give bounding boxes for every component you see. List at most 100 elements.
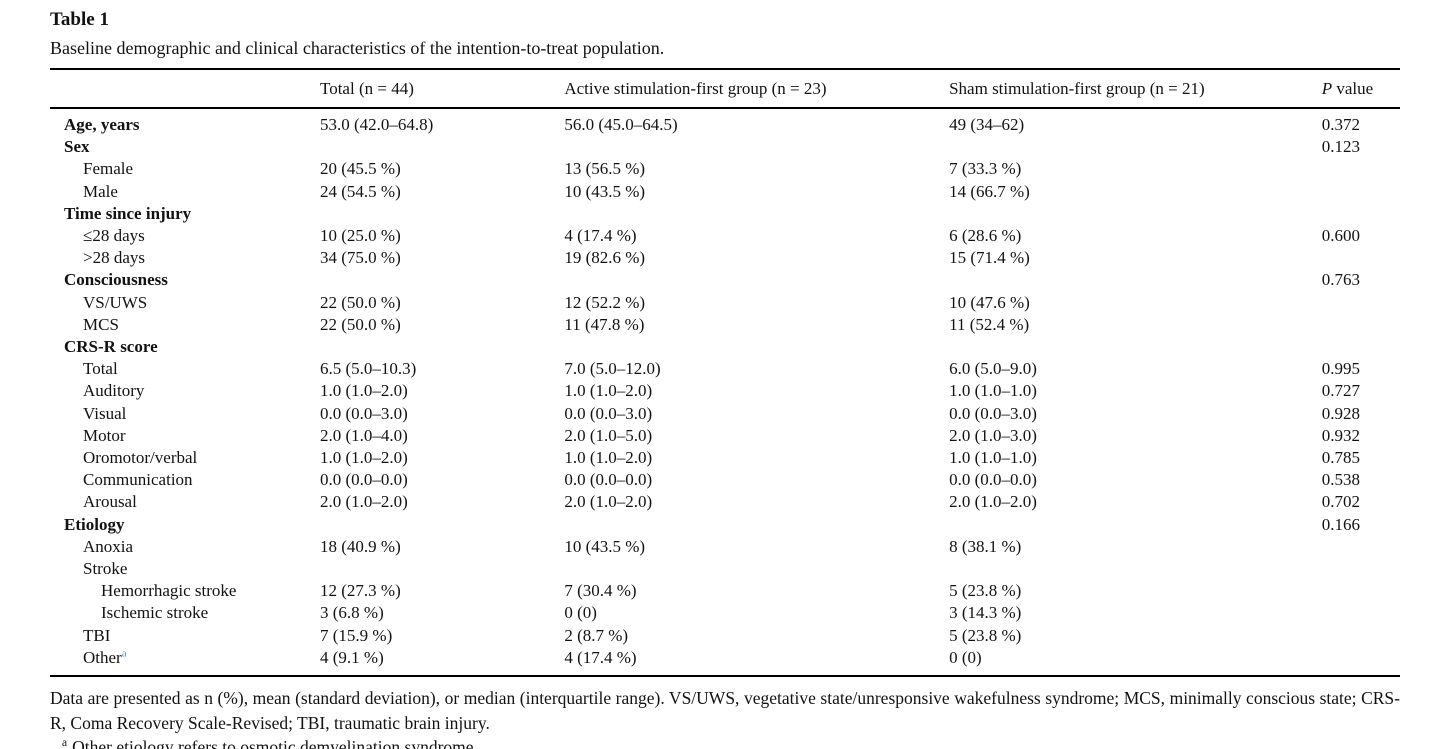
row-label-text: Motor (83, 425, 126, 445)
cell-total: 22 (50.0 %) (320, 292, 401, 312)
row-label: Visual (50, 403, 320, 425)
table-row: Communication 0.0 (0.0–0.0) 0.0 (0.0–0.0) 0… (50, 469, 1400, 491)
table-row: Ischemic stroke 3 (6.8 %) 0 (0) 3 (14.3 %) (50, 602, 1400, 624)
cell-sham: 49 (34–62) (949, 115, 1025, 134)
cell-p (1322, 602, 1400, 624)
cell-sham: 1.0 (1.0–1.0) (949, 381, 1037, 401)
table-row: Oromotor/verbal 1.0 (1.0–2.0) 1.0 (1.0–2.0… (50, 447, 1400, 469)
cell-p: 0.763 (1321, 270, 1360, 290)
cell-sham: 7 (33.3 %) (949, 159, 1022, 179)
cell-total: 0.0 (0.0–0.0) (320, 470, 408, 490)
row-label-text: Arousal (83, 492, 137, 512)
cell-p (1322, 536, 1400, 558)
cell-total: 1.0 (1.0–2.0) (320, 381, 408, 401)
row-label-text: Female (83, 159, 134, 179)
cell-p: 0.166 (1321, 514, 1360, 534)
cell-p (1322, 558, 1400, 580)
cell-sham: 2.0 (1.0–3.0) (949, 425, 1037, 445)
table-row: >28 days 34 (75.0 %) 19 (82.6 %) 15 (71.4 %… (50, 247, 1400, 269)
cell-sham: 3 (14.3 %) (949, 603, 1022, 623)
cell-total: 18 (40.9 %) (320, 536, 401, 556)
row-label: Othera (50, 647, 320, 676)
row-label: Male (50, 181, 320, 203)
cell-active: 10 (43.5 %) (564, 181, 646, 201)
header-pvalue-column: P value (1321, 69, 1400, 109)
cell-sham (949, 514, 1322, 536)
row-label: Arousal (50, 491, 320, 513)
footnote-marker-link[interactable]: a (121, 647, 127, 660)
cell-active (564, 203, 949, 225)
table-title: Table 1 (50, 9, 109, 30)
table-row: Stroke (50, 558, 1400, 580)
cell-total: 34 (75.0 %) (320, 248, 401, 268)
cell-total: 12 (27.3 %) (320, 581, 401, 601)
cell-active (564, 336, 949, 358)
row-label-text: Hemorrhagic stroke (101, 581, 237, 601)
footnote-text: Data are presented as n (%), mean (stand… (50, 688, 1400, 733)
row-label-text: Oromotor/verbal (83, 448, 198, 468)
cell-active: 7.0 (5.0–12.0) (564, 359, 661, 379)
table-row: Othera 4 (9.1 %) 4 (17.4 %) 0 (0) (50, 647, 1400, 676)
footnote-a: a Other etiology refers to osmotic demyel… (50, 735, 1400, 749)
row-label: Consciousness (50, 269, 320, 291)
row-label-text: Total (83, 359, 118, 379)
cell-active: 0.0 (0.0–0.0) (564, 470, 653, 490)
cell-active: 1.0 (1.0–2.0) (564, 381, 653, 401)
table-row: CRS-R score (50, 336, 1400, 358)
cell-total: 22 (50.0 %) (320, 314, 401, 334)
cell-p: 0.538 (1321, 470, 1360, 490)
table-row: Time since injury (50, 203, 1400, 225)
table-row: ≤28 days 10 (25.0 %) 4 (17.4 %) 6 (28.6 %) 0… (50, 225, 1400, 247)
cell-p (1322, 625, 1400, 647)
cell-total: 3 (6.8 %) (320, 603, 384, 623)
cell-active: 0 (0) (564, 603, 597, 623)
row-label: >28 days (50, 247, 320, 269)
table-row: Auditory 1.0 (1.0–2.0) 1.0 (1.0–2.0) 1.0 (1… (50, 380, 1400, 402)
cell-sham: 10 (47.6 %) (949, 292, 1030, 312)
cell-p: 0.702 (1321, 492, 1360, 512)
row-label: MCS (50, 314, 320, 336)
cell-total: 24 (54.5 %) (320, 181, 401, 201)
cell-active: 11 (47.8 %) (564, 314, 645, 334)
cell-total: 2.0 (1.0–2.0) (320, 492, 408, 512)
cell-sham: 14 (66.7 %) (949, 181, 1030, 201)
cell-p: 0.995 (1321, 359, 1360, 379)
row-label-text: Visual (83, 403, 127, 423)
cell-sham: 0.0 (0.0–0.0) (949, 470, 1037, 490)
row-label-text: Communication (83, 470, 193, 490)
table-row: TBI 7 (15.9 %) 2 (8.7 %) 5 (23.8 %) (50, 625, 1400, 647)
header-empty-cell (50, 69, 320, 109)
row-label-text: Male (83, 181, 118, 201)
row-label: Time since injury (50, 203, 320, 225)
cell-active: 56.0 (45.0–64.5) (564, 115, 678, 134)
cell-total: 20 (45.5 %) (320, 159, 401, 179)
cell-active: 13 (56.5 %) (564, 159, 646, 179)
cell-total (320, 203, 564, 225)
cell-active (564, 514, 949, 536)
cell-sham: 8 (38.1 %) (949, 536, 1022, 556)
cell-total: 0.0 (0.0–3.0) (320, 403, 408, 423)
cell-sham: 5 (23.8 %) (949, 625, 1022, 645)
cell-p (1322, 647, 1400, 676)
row-label-text: Auditory (83, 381, 145, 401)
footnote-a-text: Other etiology refers to osmotic demyeli… (72, 737, 478, 749)
cell-p (1322, 247, 1400, 269)
row-label: Hemorrhagic stroke (50, 580, 320, 602)
row-label-text: Age, years (64, 115, 140, 134)
row-label: TBI (50, 625, 320, 647)
table-row: Male 24 (54.5 %) 10 (43.5 %) 14 (66.7 %) (50, 181, 1400, 203)
row-label-text: Time since injury (64, 203, 192, 223)
cell-sham: 0.0 (0.0–3.0) (949, 403, 1037, 423)
table-row: Arousal 2.0 (1.0–2.0) 2.0 (1.0–2.0) 2.0 (1.… (50, 491, 1400, 513)
cell-sham (949, 336, 1322, 358)
table-footnote: Data are presented as n (%), mean (stand… (50, 686, 1400, 749)
cell-sham: 11 (52.4 %) (949, 314, 1030, 334)
cell-sham: 5 (23.8 %) (949, 581, 1022, 601)
row-label: ≤28 days (50, 225, 320, 247)
cell-p (1322, 292, 1400, 314)
row-label: Auditory (50, 380, 320, 402)
row-label: Female (50, 158, 320, 180)
table-caption: Baseline demographic and clinical charac… (50, 38, 665, 58)
cell-p: 0.600 (1321, 226, 1360, 246)
